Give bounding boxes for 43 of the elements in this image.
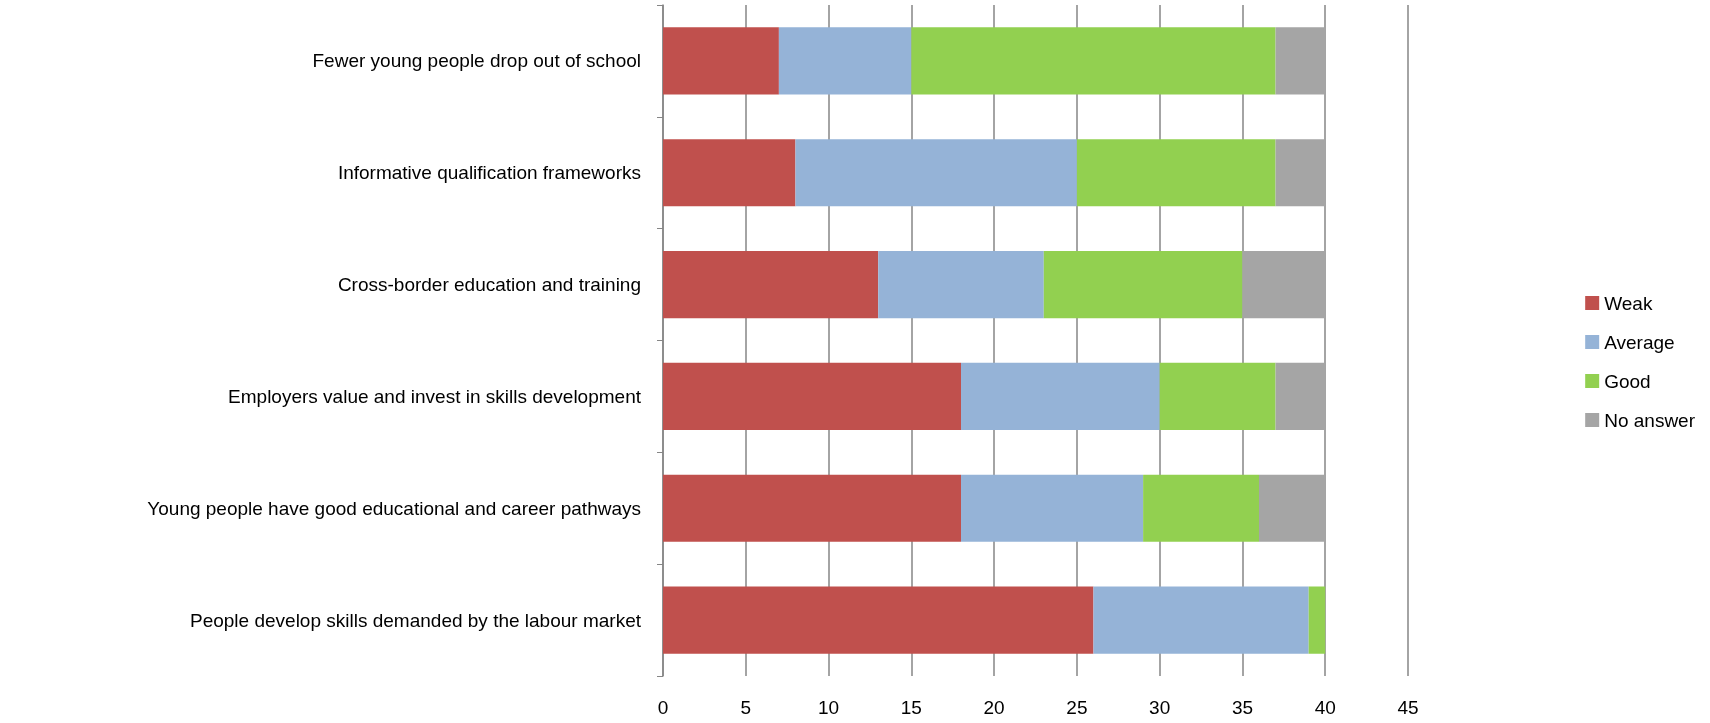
- bar: [1159, 362, 1276, 430]
- x-tick-label: 45: [1397, 697, 1419, 718]
- x-tick-label: 20: [983, 697, 1005, 718]
- x-tick-label: 15: [900, 697, 922, 718]
- y-tick-label: Cross-border education and training: [337, 274, 641, 296]
- bar: [1093, 586, 1309, 654]
- x-tick-label: 10: [817, 697, 840, 718]
- x-tick-label: 30: [1149, 697, 1171, 718]
- bar: [1275, 362, 1326, 430]
- bar: [663, 139, 796, 207]
- y-tick-label: Young people have good educational and career pathways: [147, 497, 641, 519]
- legend-label: No answer: [1604, 409, 1696, 431]
- x-tick-label: 40: [1314, 697, 1336, 718]
- bar: [878, 251, 1044, 319]
- x-tick-label: 0: [657, 697, 669, 718]
- bar: [1242, 251, 1326, 319]
- bar: [795, 139, 1077, 207]
- bar: [663, 362, 961, 430]
- legend-label: Average: [1604, 331, 1675, 353]
- bar: [663, 251, 879, 319]
- x-tick-label: 25: [1066, 697, 1088, 718]
- bar: [663, 586, 1094, 654]
- bar: [961, 362, 1160, 430]
- y-tick-label: People develop skills demanded by the labour market: [190, 609, 642, 631]
- y-tick-label: Informative qualification frameworks: [337, 162, 641, 184]
- bar: [961, 474, 1144, 542]
- bar: [1076, 139, 1276, 207]
- legend-label: Weak: [1604, 292, 1653, 314]
- bar: [778, 27, 912, 95]
- y-tick-label: Fewer young people drop out of school: [312, 50, 641, 72]
- x-tick-label: 35: [1231, 697, 1254, 718]
- legend-label: Good: [1604, 370, 1651, 392]
- x-tick-label: 5: [740, 697, 752, 718]
- bar: [663, 27, 779, 95]
- bar: [1308, 586, 1326, 654]
- bar: [1043, 251, 1243, 319]
- bar: [1275, 139, 1326, 207]
- bar: [1259, 474, 1326, 542]
- bar: [663, 474, 961, 542]
- bar: [911, 27, 1276, 95]
- bar: [1143, 474, 1259, 542]
- bar: [1275, 27, 1326, 95]
- y-tick-label: Employers value and invest in skills development: [228, 385, 642, 407]
